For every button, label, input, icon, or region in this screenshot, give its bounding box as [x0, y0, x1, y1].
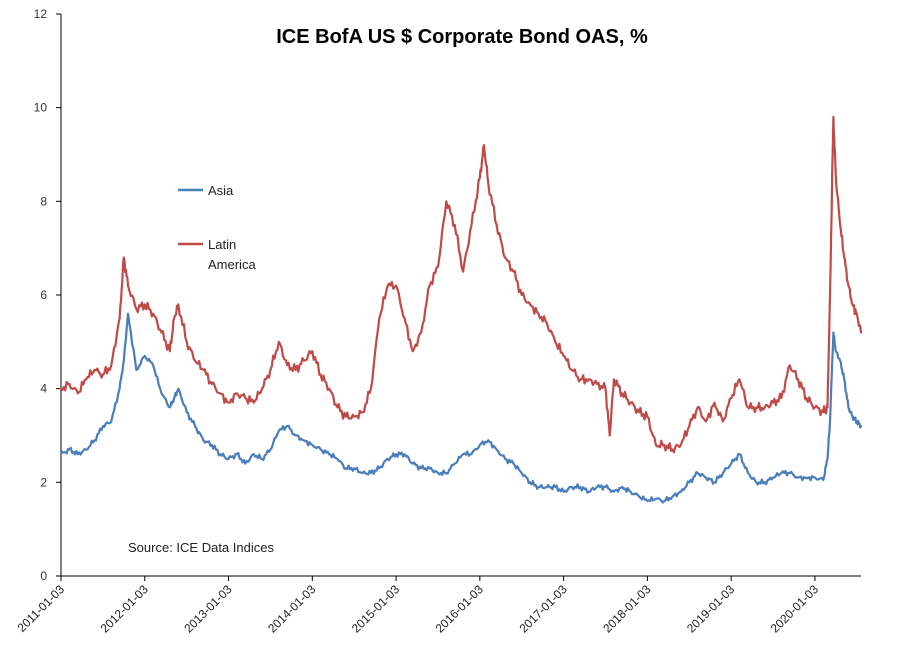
chart-title: ICE BofA US $ Corporate Bond OAS, %: [276, 26, 648, 48]
x-axis: 2011-01-03 2012-01-03 2013-01-03 2014-01-03…: [14, 575, 861, 636]
legend-label: Latin: [208, 237, 236, 252]
y-tick-label: 8: [40, 194, 47, 208]
x-tick-label: 2015-01-03: [349, 582, 403, 636]
y-tick-label: 6: [40, 288, 47, 302]
x-tick-label: 2013-01-03: [181, 582, 235, 636]
x-tick-label: 2016-01-03: [433, 582, 487, 636]
series-line-latin-america: [59, 115, 863, 454]
y-axis: 0 2 4 6 8 10 12: [34, 7, 62, 583]
y-tick-label: 0: [40, 569, 47, 583]
y-tick-label: 12: [34, 7, 48, 21]
legend: Asia Latin America: [178, 183, 256, 272]
y-tick-label: 4: [40, 382, 47, 396]
legend-label: Asia: [208, 183, 234, 198]
y-tick-label: 2: [40, 475, 47, 489]
x-tick-label: 2012-01-03: [98, 582, 152, 636]
x-tick-label: 2020-01-03: [768, 582, 822, 636]
y-tick-label: 10: [34, 101, 48, 115]
x-tick-label: 2011-01-03: [14, 582, 67, 635]
series-layer: [59, 115, 863, 504]
x-tick-label: 2019-01-03: [684, 582, 738, 636]
x-tick-label: 2018-01-03: [600, 582, 654, 636]
series-line-asia: [59, 312, 863, 504]
source-note: Source: ICE Data Indices: [128, 540, 274, 555]
x-tick-label: 2014-01-03: [265, 582, 319, 636]
legend-label: America: [208, 257, 256, 272]
x-tick-label: 2017-01-03: [516, 582, 570, 636]
